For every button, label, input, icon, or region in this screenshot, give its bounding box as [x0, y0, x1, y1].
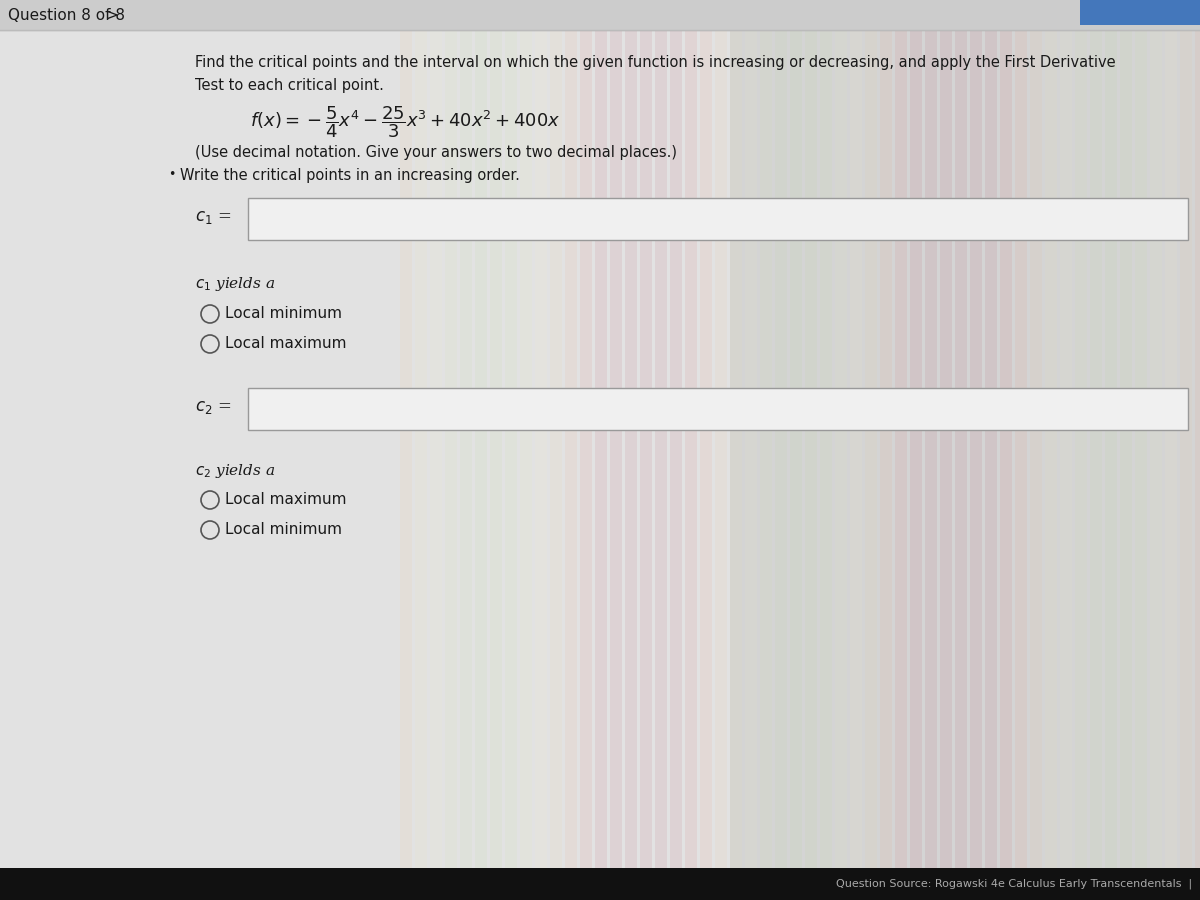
Text: •: •: [168, 168, 175, 181]
FancyBboxPatch shape: [490, 30, 502, 870]
FancyBboxPatch shape: [400, 30, 412, 870]
FancyBboxPatch shape: [535, 30, 547, 870]
FancyBboxPatch shape: [715, 30, 727, 870]
FancyBboxPatch shape: [1165, 30, 1177, 870]
FancyBboxPatch shape: [0, 30, 730, 870]
FancyBboxPatch shape: [850, 30, 862, 870]
FancyBboxPatch shape: [1135, 30, 1147, 870]
FancyBboxPatch shape: [595, 30, 607, 870]
FancyBboxPatch shape: [1180, 30, 1192, 870]
FancyBboxPatch shape: [925, 30, 937, 870]
FancyBboxPatch shape: [520, 30, 532, 870]
FancyBboxPatch shape: [835, 30, 847, 870]
FancyBboxPatch shape: [745, 30, 757, 870]
Text: Write the critical points in an increasing order.: Write the critical points in an increasi…: [180, 168, 520, 183]
Text: >: >: [106, 7, 118, 22]
Text: $c_1$ yields a: $c_1$ yields a: [194, 275, 275, 293]
FancyBboxPatch shape: [1075, 30, 1087, 870]
FancyBboxPatch shape: [1030, 30, 1042, 870]
Text: Find the critical points and the interval on which the given function is increas: Find the critical points and the interva…: [194, 55, 1116, 70]
FancyBboxPatch shape: [610, 30, 622, 870]
FancyBboxPatch shape: [640, 30, 652, 870]
FancyBboxPatch shape: [760, 30, 772, 870]
FancyBboxPatch shape: [1080, 0, 1200, 25]
Text: Local minimum: Local minimum: [226, 307, 342, 321]
FancyBboxPatch shape: [0, 0, 1200, 30]
Text: Question Source: Rogawski 4e Calculus Early Transcendentals  |: Question Source: Rogawski 4e Calculus Ea…: [836, 878, 1192, 889]
FancyBboxPatch shape: [475, 30, 487, 870]
FancyBboxPatch shape: [880, 30, 892, 870]
FancyBboxPatch shape: [1120, 30, 1132, 870]
FancyBboxPatch shape: [1150, 30, 1162, 870]
FancyBboxPatch shape: [670, 30, 682, 870]
FancyBboxPatch shape: [775, 30, 787, 870]
Text: $c_2$ =: $c_2$ =: [194, 400, 232, 417]
Text: Local maximum: Local maximum: [226, 492, 347, 508]
FancyBboxPatch shape: [955, 30, 967, 870]
FancyBboxPatch shape: [820, 30, 832, 870]
FancyBboxPatch shape: [730, 30, 742, 870]
FancyBboxPatch shape: [565, 30, 577, 870]
FancyBboxPatch shape: [1105, 30, 1117, 870]
FancyBboxPatch shape: [580, 30, 592, 870]
FancyBboxPatch shape: [248, 198, 1188, 240]
FancyBboxPatch shape: [1015, 30, 1027, 870]
FancyBboxPatch shape: [940, 30, 952, 870]
FancyBboxPatch shape: [430, 30, 442, 870]
Text: Test to each critical point.: Test to each critical point.: [194, 78, 384, 93]
Text: $c_1$ =: $c_1$ =: [194, 210, 232, 227]
Text: Local minimum: Local minimum: [226, 523, 342, 537]
FancyBboxPatch shape: [685, 30, 697, 870]
FancyBboxPatch shape: [1090, 30, 1102, 870]
FancyBboxPatch shape: [1000, 30, 1012, 870]
Text: $f(x) = -\dfrac{5}{4}x^4 - \dfrac{25}{3}x^3 + 40x^2 + 400x$: $f(x) = -\dfrac{5}{4}x^4 - \dfrac{25}{3}…: [250, 104, 560, 140]
FancyBboxPatch shape: [895, 30, 907, 870]
FancyBboxPatch shape: [248, 388, 1188, 430]
FancyBboxPatch shape: [460, 30, 472, 870]
FancyBboxPatch shape: [415, 30, 427, 870]
FancyBboxPatch shape: [655, 30, 667, 870]
Text: Local maximum: Local maximum: [226, 337, 347, 352]
FancyBboxPatch shape: [550, 30, 562, 870]
FancyBboxPatch shape: [910, 30, 922, 870]
FancyBboxPatch shape: [0, 30, 1200, 870]
FancyBboxPatch shape: [985, 30, 997, 870]
Text: $c_2$ yields a: $c_2$ yields a: [194, 462, 275, 480]
FancyBboxPatch shape: [865, 30, 877, 870]
FancyBboxPatch shape: [1045, 30, 1057, 870]
FancyBboxPatch shape: [1195, 30, 1200, 870]
FancyBboxPatch shape: [505, 30, 517, 870]
FancyBboxPatch shape: [445, 30, 457, 870]
FancyBboxPatch shape: [1060, 30, 1072, 870]
Text: Question 8 of 8: Question 8 of 8: [8, 7, 125, 22]
FancyBboxPatch shape: [970, 30, 982, 870]
FancyBboxPatch shape: [0, 868, 1200, 900]
FancyBboxPatch shape: [700, 30, 712, 870]
FancyBboxPatch shape: [790, 30, 802, 870]
Text: (Use decimal notation. Give your answers to two decimal places.): (Use decimal notation. Give your answers…: [194, 145, 677, 160]
FancyBboxPatch shape: [625, 30, 637, 870]
FancyBboxPatch shape: [805, 30, 817, 870]
